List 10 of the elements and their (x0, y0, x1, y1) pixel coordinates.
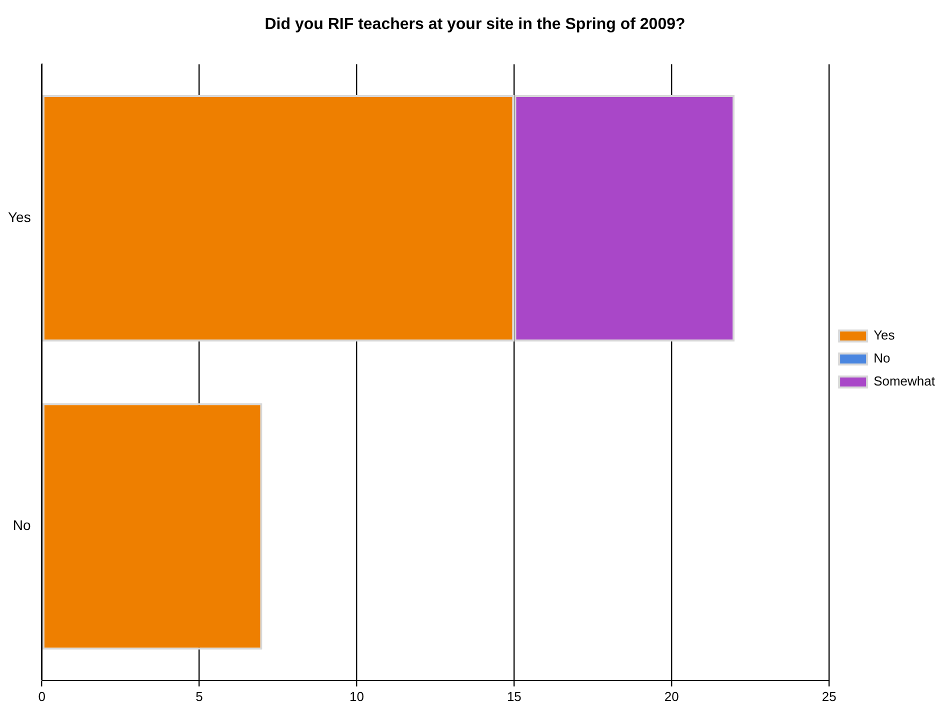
legend-label: Somewhat (874, 374, 936, 389)
x-tick-label: 15 (506, 688, 522, 704)
x-tick-label: 25 (822, 688, 836, 704)
chart-title: Did you RIF teachers at your site in the Spring of 2009? (264, 16, 686, 34)
x-tick-label: 20 (664, 688, 679, 704)
legend-label: Yes (874, 328, 896, 343)
x-tick-label: 5 (196, 688, 203, 704)
x-tick-label: 10 (350, 688, 364, 704)
x-tick-label: 0 (38, 688, 46, 704)
legend-label: No (874, 350, 890, 366)
